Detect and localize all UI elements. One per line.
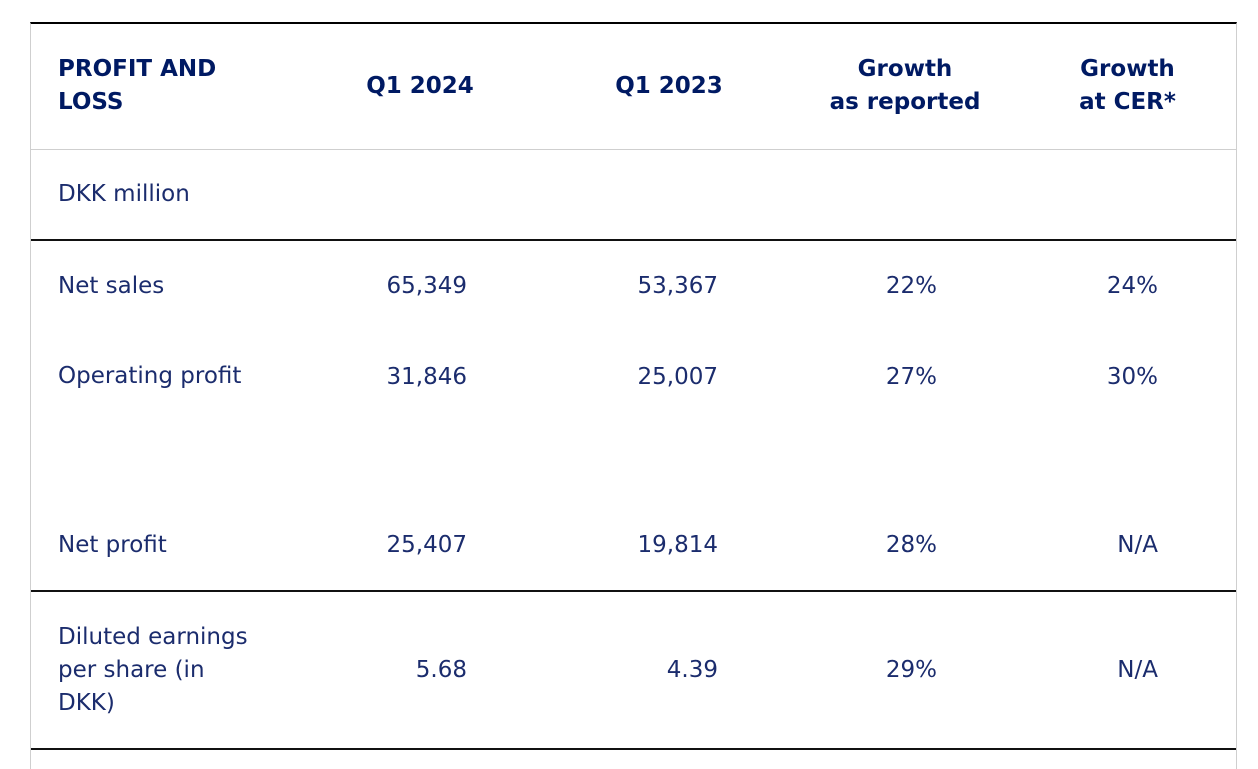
cell-q1-2024: 31,846	[386, 363, 467, 390]
column-header-growth-as-reported: Growth as reported	[791, 24, 1019, 150]
cell-growth-at-cer: 24%	[1106, 273, 1158, 299]
column-header-growth-at-cer: Growth at CER*	[1019, 24, 1236, 150]
cell-growth-as-reported: 29%	[791, 591, 1019, 750]
cell-growth-at-cer: N/A	[1019, 591, 1236, 750]
row-label: Operating profit	[58, 363, 242, 389]
table-row-diluted-eps: Diluted earnings per share (in DKK) 5.68…	[31, 591, 1236, 750]
empty-cell	[293, 149, 547, 241]
cell-growth-as-reported: 22%	[885, 273, 937, 299]
row-label: Net sales	[58, 272, 165, 299]
cell-q1-2023: 25,007	[637, 363, 718, 390]
column-header-q1-2024: Q1 2024	[293, 24, 547, 150]
cell-growth-at-cer: N/A	[1019, 500, 1236, 592]
empty-cell	[791, 422, 1019, 500]
cell-q1-2024: 65,349	[386, 273, 467, 299]
row-label: Diluted earnings per share (in DKK)	[31, 591, 293, 750]
empty-cell	[791, 149, 1019, 241]
empty-cell	[1019, 149, 1236, 241]
table-row-net-sales: Net sales 65,349 53,367 22% 24%	[31, 240, 1236, 331]
empty-cell	[547, 149, 791, 241]
cell-q1-2024: 25,407	[293, 500, 547, 592]
column-header-q1-2023: Q1 2023	[547, 24, 791, 150]
cell-growth-as-reported: 28%	[791, 500, 1019, 592]
empty-cell	[1019, 422, 1236, 500]
cell-growth-as-reported: 27%	[885, 363, 937, 390]
spacer-row	[31, 422, 1236, 500]
unit-label: DKK million	[31, 149, 293, 241]
empty-cell	[293, 422, 547, 500]
cell-q1-2024: 5.68	[293, 591, 547, 750]
profit-and-loss-table-container: PROFIT AND LOSS Q1 2024 Q1 2023 Growth a…	[30, 22, 1237, 769]
table-row-operating-profit: Operating profit 31,846 25,007 27% 30%	[31, 331, 1236, 422]
cell-growth-at-cer: 30%	[1106, 363, 1158, 390]
empty-cell	[31, 422, 293, 500]
column-header-profit-and-loss: PROFIT AND LOSS	[31, 24, 293, 150]
row-label: Net profit	[31, 500, 293, 592]
table-row-net-profit: Net profit 25,407 19,814 28% N/A	[31, 500, 1236, 592]
unit-row: DKK million	[31, 149, 1236, 241]
empty-cell	[547, 422, 791, 500]
table-header-row: PROFIT AND LOSS Q1 2024 Q1 2023 Growth a…	[31, 24, 1236, 150]
cell-q1-2023: 53,367	[637, 273, 718, 299]
cell-q1-2023: 4.39	[547, 591, 791, 750]
profit-and-loss-table: PROFIT AND LOSS Q1 2024 Q1 2023 Growth a…	[31, 24, 1236, 750]
cell-q1-2023: 19,814	[547, 500, 791, 592]
